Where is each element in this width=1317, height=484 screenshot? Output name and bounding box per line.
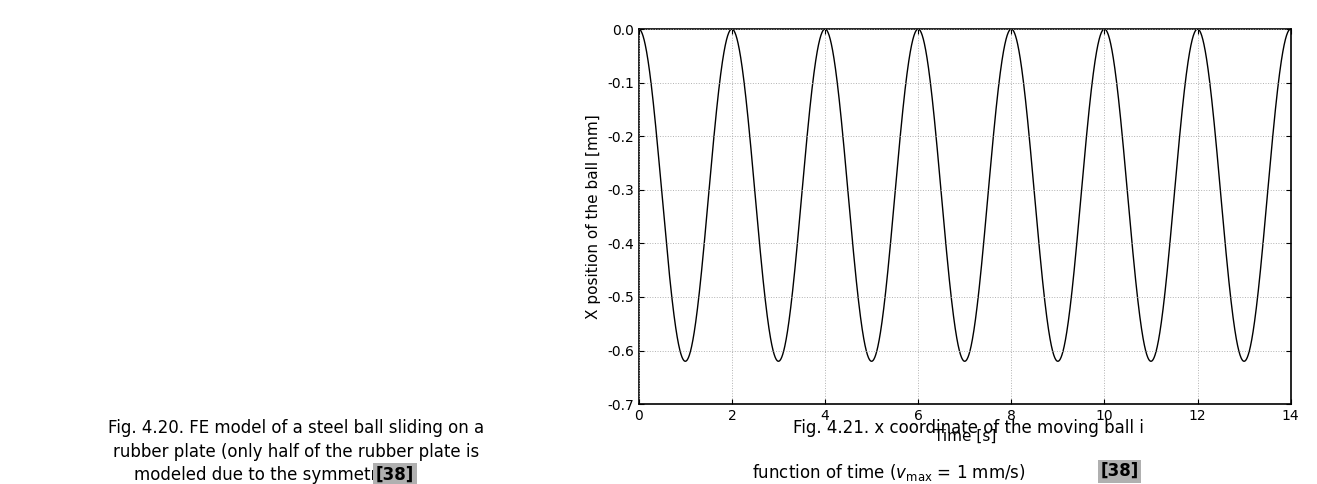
Text: [38]: [38] (375, 466, 415, 484)
X-axis label: Time [s]: Time [s] (934, 428, 996, 443)
Y-axis label: X position of the ball [mm]: X position of the ball [mm] (586, 114, 602, 319)
Text: Fig. 4.20. FE model of a steel ball sliding on a: Fig. 4.20. FE model of a steel ball slid… (83, 419, 510, 437)
Text: modeled due to the symmetry): modeled due to the symmetry) (133, 466, 394, 484)
Text: function of time ($v_{\rm max}$ = 1 mm/s): function of time ($v_{\rm max}$ = 1 mm/s… (752, 462, 1026, 483)
Text: rubber plate (only half of the rubber plate is: rubber plate (only half of the rubber pl… (113, 443, 479, 461)
Text: Fig. 4.21. x coordinate of the moving ball i: Fig. 4.21. x coordinate of the moving ba… (793, 419, 1143, 437)
Text: Fig. 4.20. FE model of a steel ball sliding on a: Fig. 4.20. FE model of a steel ball slid… (108, 419, 485, 437)
Text: [38]: [38] (1100, 462, 1139, 480)
